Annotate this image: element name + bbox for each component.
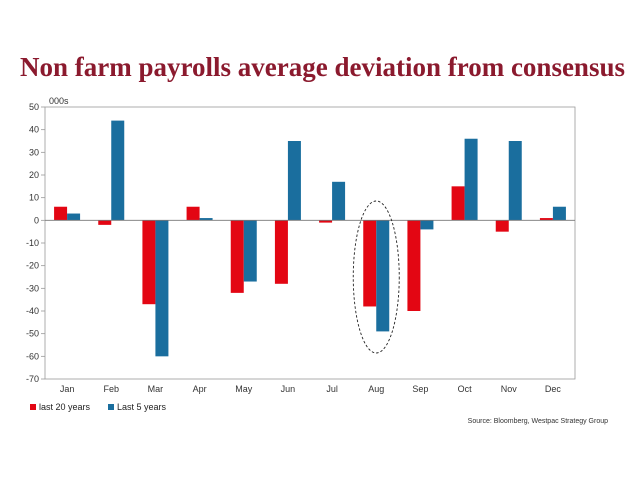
y-tick-label: -70 [26,374,39,384]
y-tick-label: -60 [26,351,39,361]
bar-last-20-years-jul [319,220,333,223]
bar-last-5-years-jul [332,181,346,221]
legend-swatch [108,404,114,410]
chart-title: Non farm payrolls average deviation from… [20,52,625,82]
bar-last-5-years-jan [67,213,81,221]
bar-last-20-years-jun [274,220,288,284]
bar-last-5-years-apr [199,218,213,221]
bar-last-5-years-nov [508,141,522,221]
bar-last-20-years-dec [539,218,553,221]
bar-last-5-years-feb [111,120,125,221]
y-tick-label: -20 [26,261,39,271]
bar-last-5-years-dec [552,206,566,221]
y-unit-label: 000s [49,96,69,106]
bar-last-5-years-aug [376,220,390,332]
y-tick-label: 50 [29,102,39,112]
y-axis: 50 40 30 20 10 0 -10 -20 -30 -40 -50 -60 -70 [26,102,45,384]
x-tick-label: Jan [60,384,75,394]
bar-last-20-years-feb [98,220,112,225]
legend-label: Last 5 years [117,402,167,412]
legend-label: last 20 years [39,402,91,412]
y-tick-label: -10 [26,238,39,248]
x-axis: Jan Feb Mar Apr May Jun Jul Aug Sep Oct Nov Dec [60,384,562,394]
highlight-ellipse [352,200,400,354]
x-tick-label: Dec [545,384,562,394]
x-tick-label: Feb [103,384,119,394]
x-tick-label: May [235,384,253,394]
x-tick-label: Jun [281,384,296,394]
bar-last-5-years-sep [420,220,434,230]
bar-last-5-years-oct [464,138,478,221]
y-tick-label: -30 [26,283,39,293]
bar-last-5-years-jun [287,141,301,221]
y-tick-label: 10 [29,193,39,203]
y-tick-label: 40 [29,125,39,135]
bar-last-20-years-jan [54,206,68,221]
bar-last-20-years-may [230,220,244,293]
bar-last-20-years-nov [495,220,509,232]
y-tick-label: -40 [26,306,39,316]
plot-frame [44,106,576,380]
bar-last-5-years-may [243,220,257,282]
x-tick-label: Aug [368,384,384,394]
x-tick-label: Mar [148,384,164,394]
bar-last-5-years-mar [155,220,169,357]
source-note: Source: Bloomberg, Westpac Strategy Grou… [467,418,608,425]
bar-last-20-years-sep [407,220,421,311]
y-tick-label: -50 [26,329,39,339]
x-tick-label: Sep [412,384,428,394]
bar-last-20-years-mar [142,220,156,305]
legend: last 20 years Last 5 years [30,402,167,412]
bar-last-20-years-apr [186,206,200,221]
y-tick-label: 20 [29,170,39,180]
x-tick-label: Apr [193,384,207,394]
bar-last-20-years-oct [451,186,465,221]
x-tick-label: Oct [458,384,473,394]
y-tick-label: 30 [29,147,39,157]
y-tick-label: 0 [34,215,39,225]
legend-swatch [30,404,36,410]
x-tick-label: Nov [501,384,518,394]
bars [54,120,566,357]
bar-last-20-years-aug [363,220,377,307]
x-tick-label: Jul [326,384,338,394]
